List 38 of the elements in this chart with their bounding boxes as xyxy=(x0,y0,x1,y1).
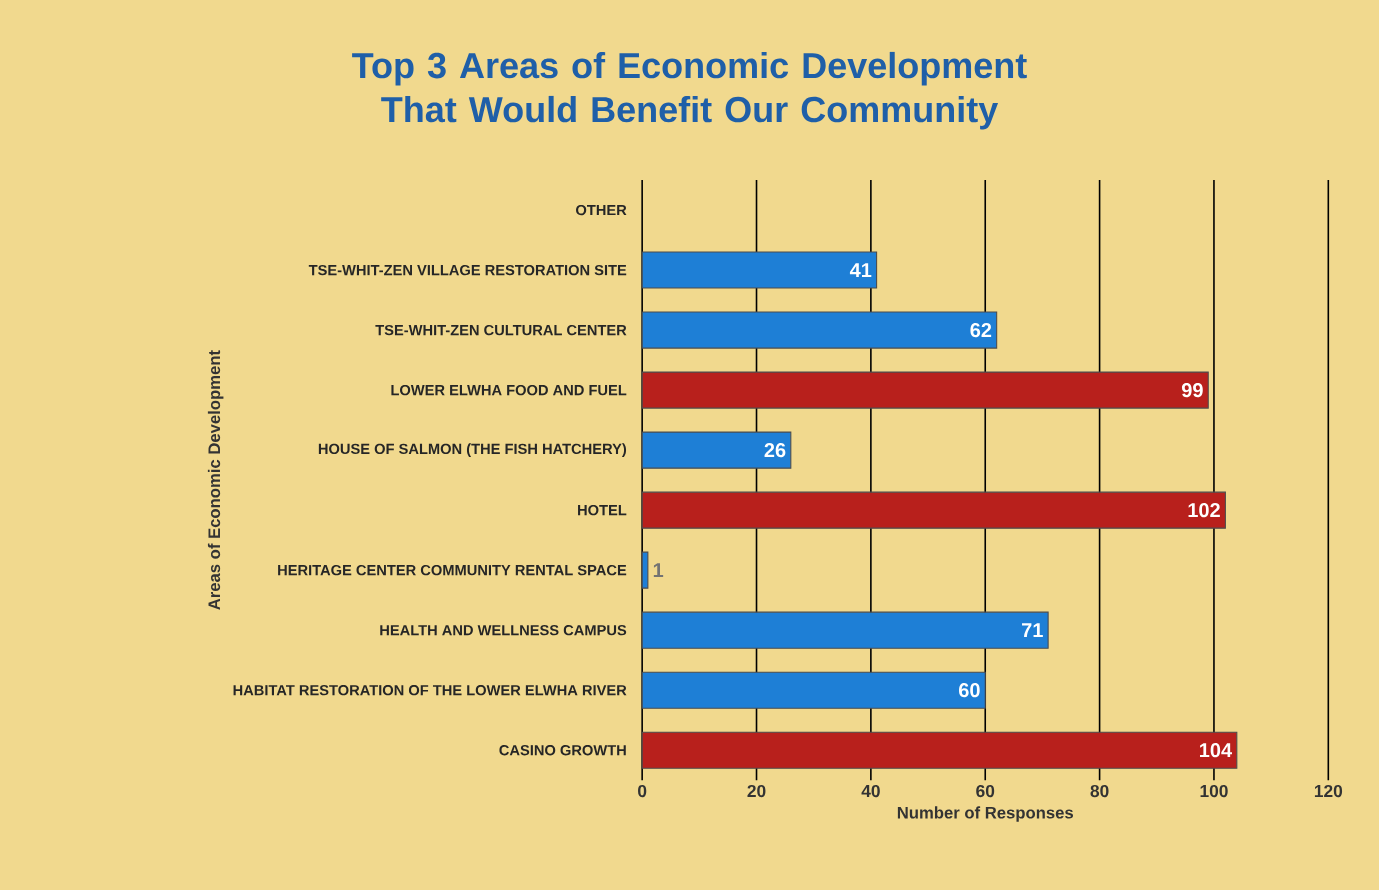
bar xyxy=(641,311,998,349)
y-tick-label: HOTEL xyxy=(578,504,627,516)
bar xyxy=(641,431,792,469)
x-tick-label: 60 xyxy=(976,784,995,798)
y-tick-label: HEALTH AND WELLNESS CAMPUS xyxy=(380,624,627,636)
y-tick-label: TSE-WHIT-ZEN CULTURAL CENTER xyxy=(375,324,627,336)
data-label: 26 xyxy=(764,442,786,458)
y-tick-label: CASINO GROWTH xyxy=(499,744,626,756)
y-tick-label: HOUSE OF SALMON (THE FISH HATCHERY) xyxy=(318,443,627,457)
bar xyxy=(641,611,1049,649)
y-axis-title: Areas of Economic Development xyxy=(207,350,224,610)
data-label: 62 xyxy=(970,322,992,338)
x-tick-label: 80 xyxy=(1090,784,1109,798)
y-tick-label: LOWER ELWHA FOOD AND FUEL xyxy=(391,384,627,396)
x-tick-label: 40 xyxy=(861,784,880,798)
y-tick-label: HERITAGE CENTER COMMUNITY RENTAL SPACE xyxy=(278,564,627,576)
bar xyxy=(641,491,1226,529)
data-label: 104 xyxy=(1199,743,1233,758)
y-tick-label: OTHER xyxy=(576,204,627,216)
data-label: 99 xyxy=(1181,382,1203,398)
x-tick-label: 100 xyxy=(1200,784,1228,798)
chart-title: Top 3 Areas of Economic Development That Would Benefit Our Community xyxy=(352,51,1027,130)
bar xyxy=(641,371,1209,409)
x-axis-title: Number of Responses xyxy=(897,806,1074,822)
bar xyxy=(641,551,649,589)
x-tick-label: 0 xyxy=(638,784,647,798)
y-tick-label: TSE-WHIT-ZEN VILLAGE RESTORATION SITE xyxy=(308,264,627,276)
y-tick-label: HABITAT RESTORATION OF THE LOWER ELWHA RIVER xyxy=(233,684,627,696)
x-tick-label: 120 xyxy=(1314,784,1343,798)
bar xyxy=(641,671,986,709)
data-label: 41 xyxy=(849,263,872,277)
data-label: 60 xyxy=(959,683,980,698)
data-label: 1 xyxy=(653,563,664,577)
data-label: 71 xyxy=(1022,623,1043,637)
data-label: 102 xyxy=(1188,502,1220,518)
x-tick-label: 20 xyxy=(747,784,766,798)
bar xyxy=(641,731,1238,769)
bar xyxy=(641,251,878,289)
